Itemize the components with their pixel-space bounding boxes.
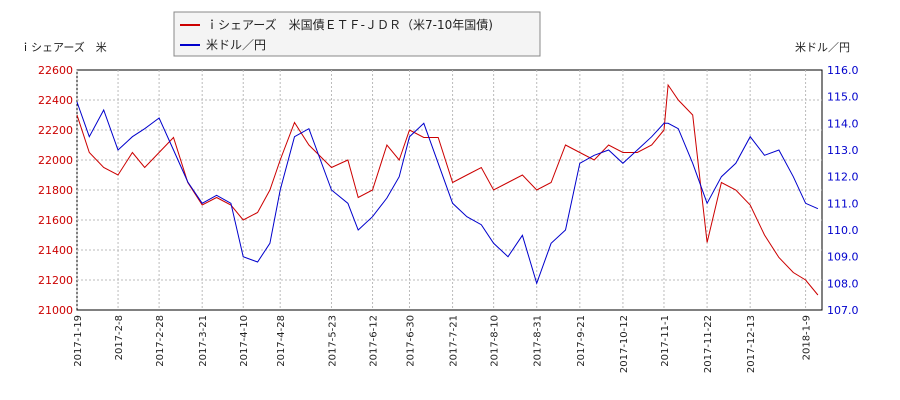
- x-tick-label: 2017-12-13: [746, 315, 757, 373]
- right-tick-label: 112.0: [827, 171, 859, 184]
- right-tick-label: 111.0: [827, 197, 859, 210]
- left-tick-label: 21200: [38, 274, 73, 287]
- x-tick-label: 2018-1-9: [802, 315, 813, 360]
- series-line-1: [76, 83, 819, 296]
- x-tick-label: 2017-1-19: [73, 315, 84, 367]
- ticks: 21000 21200 21400 21600 21800 22000 22200 22400…: [38, 64, 859, 373]
- x-tick-label: 2017-11-22: [703, 315, 714, 373]
- x-tick-label: 2017-8-10: [490, 315, 501, 367]
- x-tick-label: 2017-9-21: [576, 315, 587, 367]
- right-tick-label: 109.0: [827, 251, 859, 264]
- left-tick-label: 21400: [38, 244, 73, 257]
- left-tick-label: 22000: [38, 154, 73, 167]
- x-tick-label: 2017-2-8: [114, 315, 125, 360]
- x-tick-label: 2017-6-30: [405, 315, 416, 367]
- right-axis-title: 米ドル／円: [795, 41, 850, 54]
- legend-label-series1: ｉシェアーズ 米国債ＥＴＦ-ＪＤＲ（米7-10年国債): [206, 17, 493, 32]
- left-tick-label: 22200: [38, 124, 73, 137]
- right-tick-label: 110.0: [827, 224, 859, 237]
- x-tick-label: 2017-4-28: [276, 315, 287, 367]
- legend-box: [173, 11, 541, 57]
- x-tick-label: 2017-5-23: [327, 315, 338, 367]
- right-tick-label: 107.0: [827, 304, 859, 317]
- left-tick-label: 21600: [38, 214, 73, 227]
- right-tick-label: 108.0: [827, 277, 859, 290]
- x-tick-label: 2017-11-1: [660, 315, 671, 367]
- x-tick-label: 2017-2-28: [155, 315, 166, 367]
- right-tick-label: 114.0: [827, 117, 859, 130]
- x-tick-label: 2017-6-12: [369, 315, 380, 367]
- x-tick-label: 2017-10-12: [619, 315, 630, 373]
- right-tick-label: 116.0: [827, 64, 859, 77]
- x-tick-label: 2017-8-31: [533, 315, 544, 367]
- x-tick-label: 2017-3-21: [198, 315, 209, 367]
- left-tick-label: 21800: [38, 184, 73, 197]
- grid: [76, 69, 823, 311]
- legend-label-series2: 米ドル／円: [206, 38, 266, 52]
- x-tick-label: 2017-4-10: [239, 315, 250, 367]
- right-tick-label: 113.0: [827, 144, 859, 157]
- left-tick-label: 22400: [38, 94, 73, 107]
- series-line-2: [76, 101, 819, 285]
- left-tick-label: 21000: [38, 304, 73, 317]
- plot-area: [76, 83, 819, 296]
- left-tick-label: 22600: [38, 64, 73, 77]
- left-axis-title: ｉシェアーズ 米: [20, 40, 107, 54]
- right-tick-label: 115.0: [827, 91, 859, 104]
- x-tick-label: 2017-7-21: [449, 315, 460, 367]
